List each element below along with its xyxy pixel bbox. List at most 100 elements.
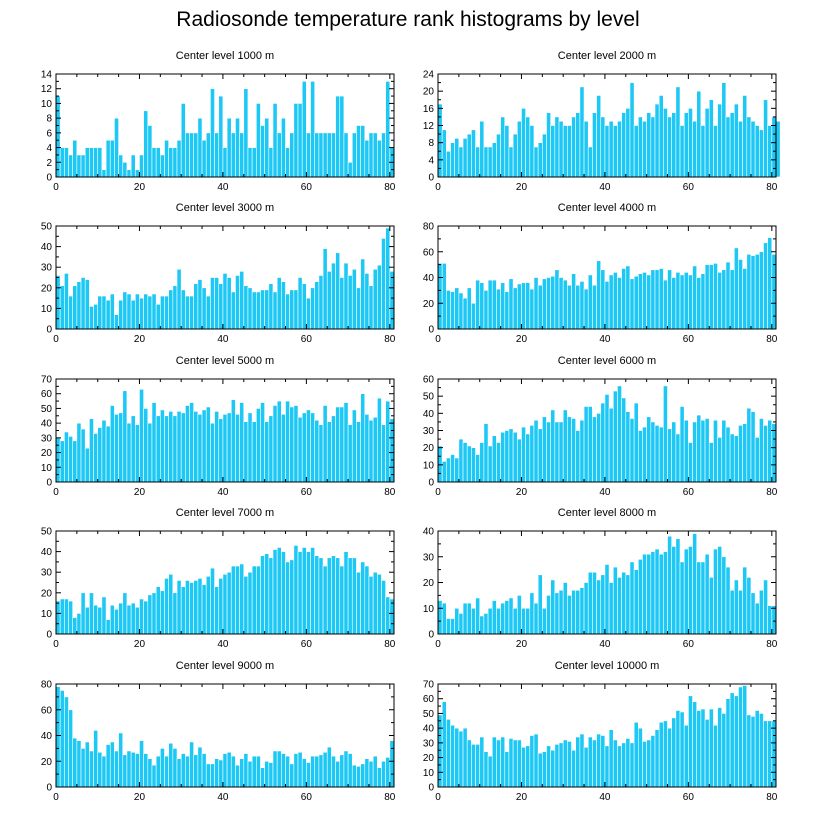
histogram-bar	[550, 749, 556, 788]
histogram-bar	[118, 154, 124, 178]
histogram-bar	[658, 721, 664, 788]
histogram-bar	[567, 284, 572, 330]
histogram-bar	[126, 604, 132, 635]
histogram-bar	[441, 701, 447, 788]
histogram-bar	[364, 758, 370, 788]
histogram-bar	[471, 129, 476, 178]
histogram-bar	[625, 411, 631, 483]
histogram-bar	[537, 142, 543, 178]
histogram-bar	[306, 762, 311, 788]
histogram-bar	[713, 419, 718, 483]
histogram-bar	[487, 146, 493, 178]
histogram-bar	[109, 604, 115, 635]
histogram-bar	[625, 265, 631, 330]
histogram-bar	[101, 755, 107, 788]
histogram-bar	[546, 745, 551, 788]
y-tick-label: 20	[423, 578, 435, 589]
histogram-bar	[235, 414, 240, 483]
histogram-bar	[654, 269, 660, 330]
y-tick-label: 30	[41, 263, 53, 274]
histogram-bar	[139, 154, 144, 178]
x-tick-label: 0	[435, 334, 441, 345]
histogram-bar	[625, 738, 631, 788]
histogram-bar	[235, 275, 240, 330]
histogram-bar	[750, 716, 756, 788]
histogram-bar	[364, 565, 370, 635]
x-tick-label: 0	[53, 639, 59, 650]
histogram-bar	[351, 268, 357, 330]
x-tick-label: 60	[683, 639, 695, 650]
panel-title: Center level 9000 m	[176, 660, 274, 672]
histogram-bar	[683, 419, 689, 483]
histogram-bar	[717, 707, 723, 788]
histogram-bar	[637, 559, 643, 635]
histogram-bar	[197, 117, 203, 178]
histogram-panel-4: Center level 4000 m 0 20 40 60 80 0 20 40 60 80	[423, 202, 778, 345]
histogram-bar	[72, 285, 78, 330]
histogram-bar	[285, 293, 290, 330]
histogram-bar	[558, 277, 564, 330]
histogram-bar	[301, 412, 307, 483]
histogram-bar	[646, 553, 652, 635]
histogram-bar	[725, 261, 731, 330]
histogram-bar	[475, 279, 481, 330]
histogram-bar	[247, 571, 253, 635]
panel-title: Center level 2000 m	[558, 50, 656, 62]
y-tick-label: 16	[423, 104, 435, 115]
histogram-bar	[59, 690, 65, 788]
histogram-bar	[521, 108, 526, 178]
y-tick-label: 40	[423, 273, 435, 284]
histogram-bar	[139, 388, 144, 483]
histogram-bar	[126, 293, 132, 330]
histogram-bar	[558, 589, 564, 635]
histogram-bar	[738, 589, 743, 635]
histogram-bar	[230, 755, 236, 788]
histogram-bar	[475, 146, 481, 178]
histogram-bar	[55, 686, 61, 788]
histogram-bar	[180, 586, 186, 635]
histogram-bar	[176, 139, 182, 178]
histogram-bar	[679, 125, 685, 178]
histogram-bar	[454, 607, 460, 635]
histogram-bar	[446, 618, 451, 635]
histogram-bar	[272, 291, 278, 330]
y-tick-label: 60	[423, 375, 435, 386]
histogram-bar	[176, 758, 182, 788]
y-tick-label: 30	[423, 552, 435, 563]
histogram-bar	[97, 606, 103, 635]
histogram-bar	[617, 120, 622, 178]
histogram-bar	[339, 406, 345, 483]
histogram-bar	[368, 285, 374, 330]
histogram-bar	[596, 260, 602, 330]
histogram-bar	[629, 418, 635, 483]
histogram-bar	[575, 589, 581, 635]
histogram-bar	[172, 285, 178, 330]
histogram-bar	[746, 254, 752, 330]
histogram-bar	[450, 142, 455, 178]
histogram-bar	[496, 133, 501, 178]
histogram-bar	[360, 258, 366, 330]
histogram-bar	[210, 88, 215, 178]
histogram-bar	[89, 306, 94, 330]
histogram-bar	[579, 281, 585, 330]
panel-title: Center level 5000 m	[176, 355, 274, 367]
x-tick-label: 80	[384, 334, 396, 345]
histogram-bar	[301, 758, 307, 788]
histogram-bar	[617, 577, 622, 635]
histogram-bar	[667, 428, 672, 483]
histogram-bar	[268, 762, 274, 788]
histogram-bar	[466, 133, 472, 178]
histogram-bar	[314, 419, 320, 483]
histogram-bar	[193, 283, 199, 330]
histogram-bar	[360, 561, 366, 635]
x-tick-label: 40	[217, 639, 229, 650]
histogram-bar	[729, 589, 735, 635]
histogram-bar	[454, 138, 460, 178]
histogram-bar	[550, 579, 556, 635]
histogram-bar	[504, 430, 510, 483]
histogram-bar	[658, 426, 664, 483]
histogram-bar	[268, 147, 274, 178]
histogram-bar	[326, 421, 332, 483]
y-tick-label: 0	[428, 325, 434, 336]
histogram-bar	[130, 154, 136, 178]
